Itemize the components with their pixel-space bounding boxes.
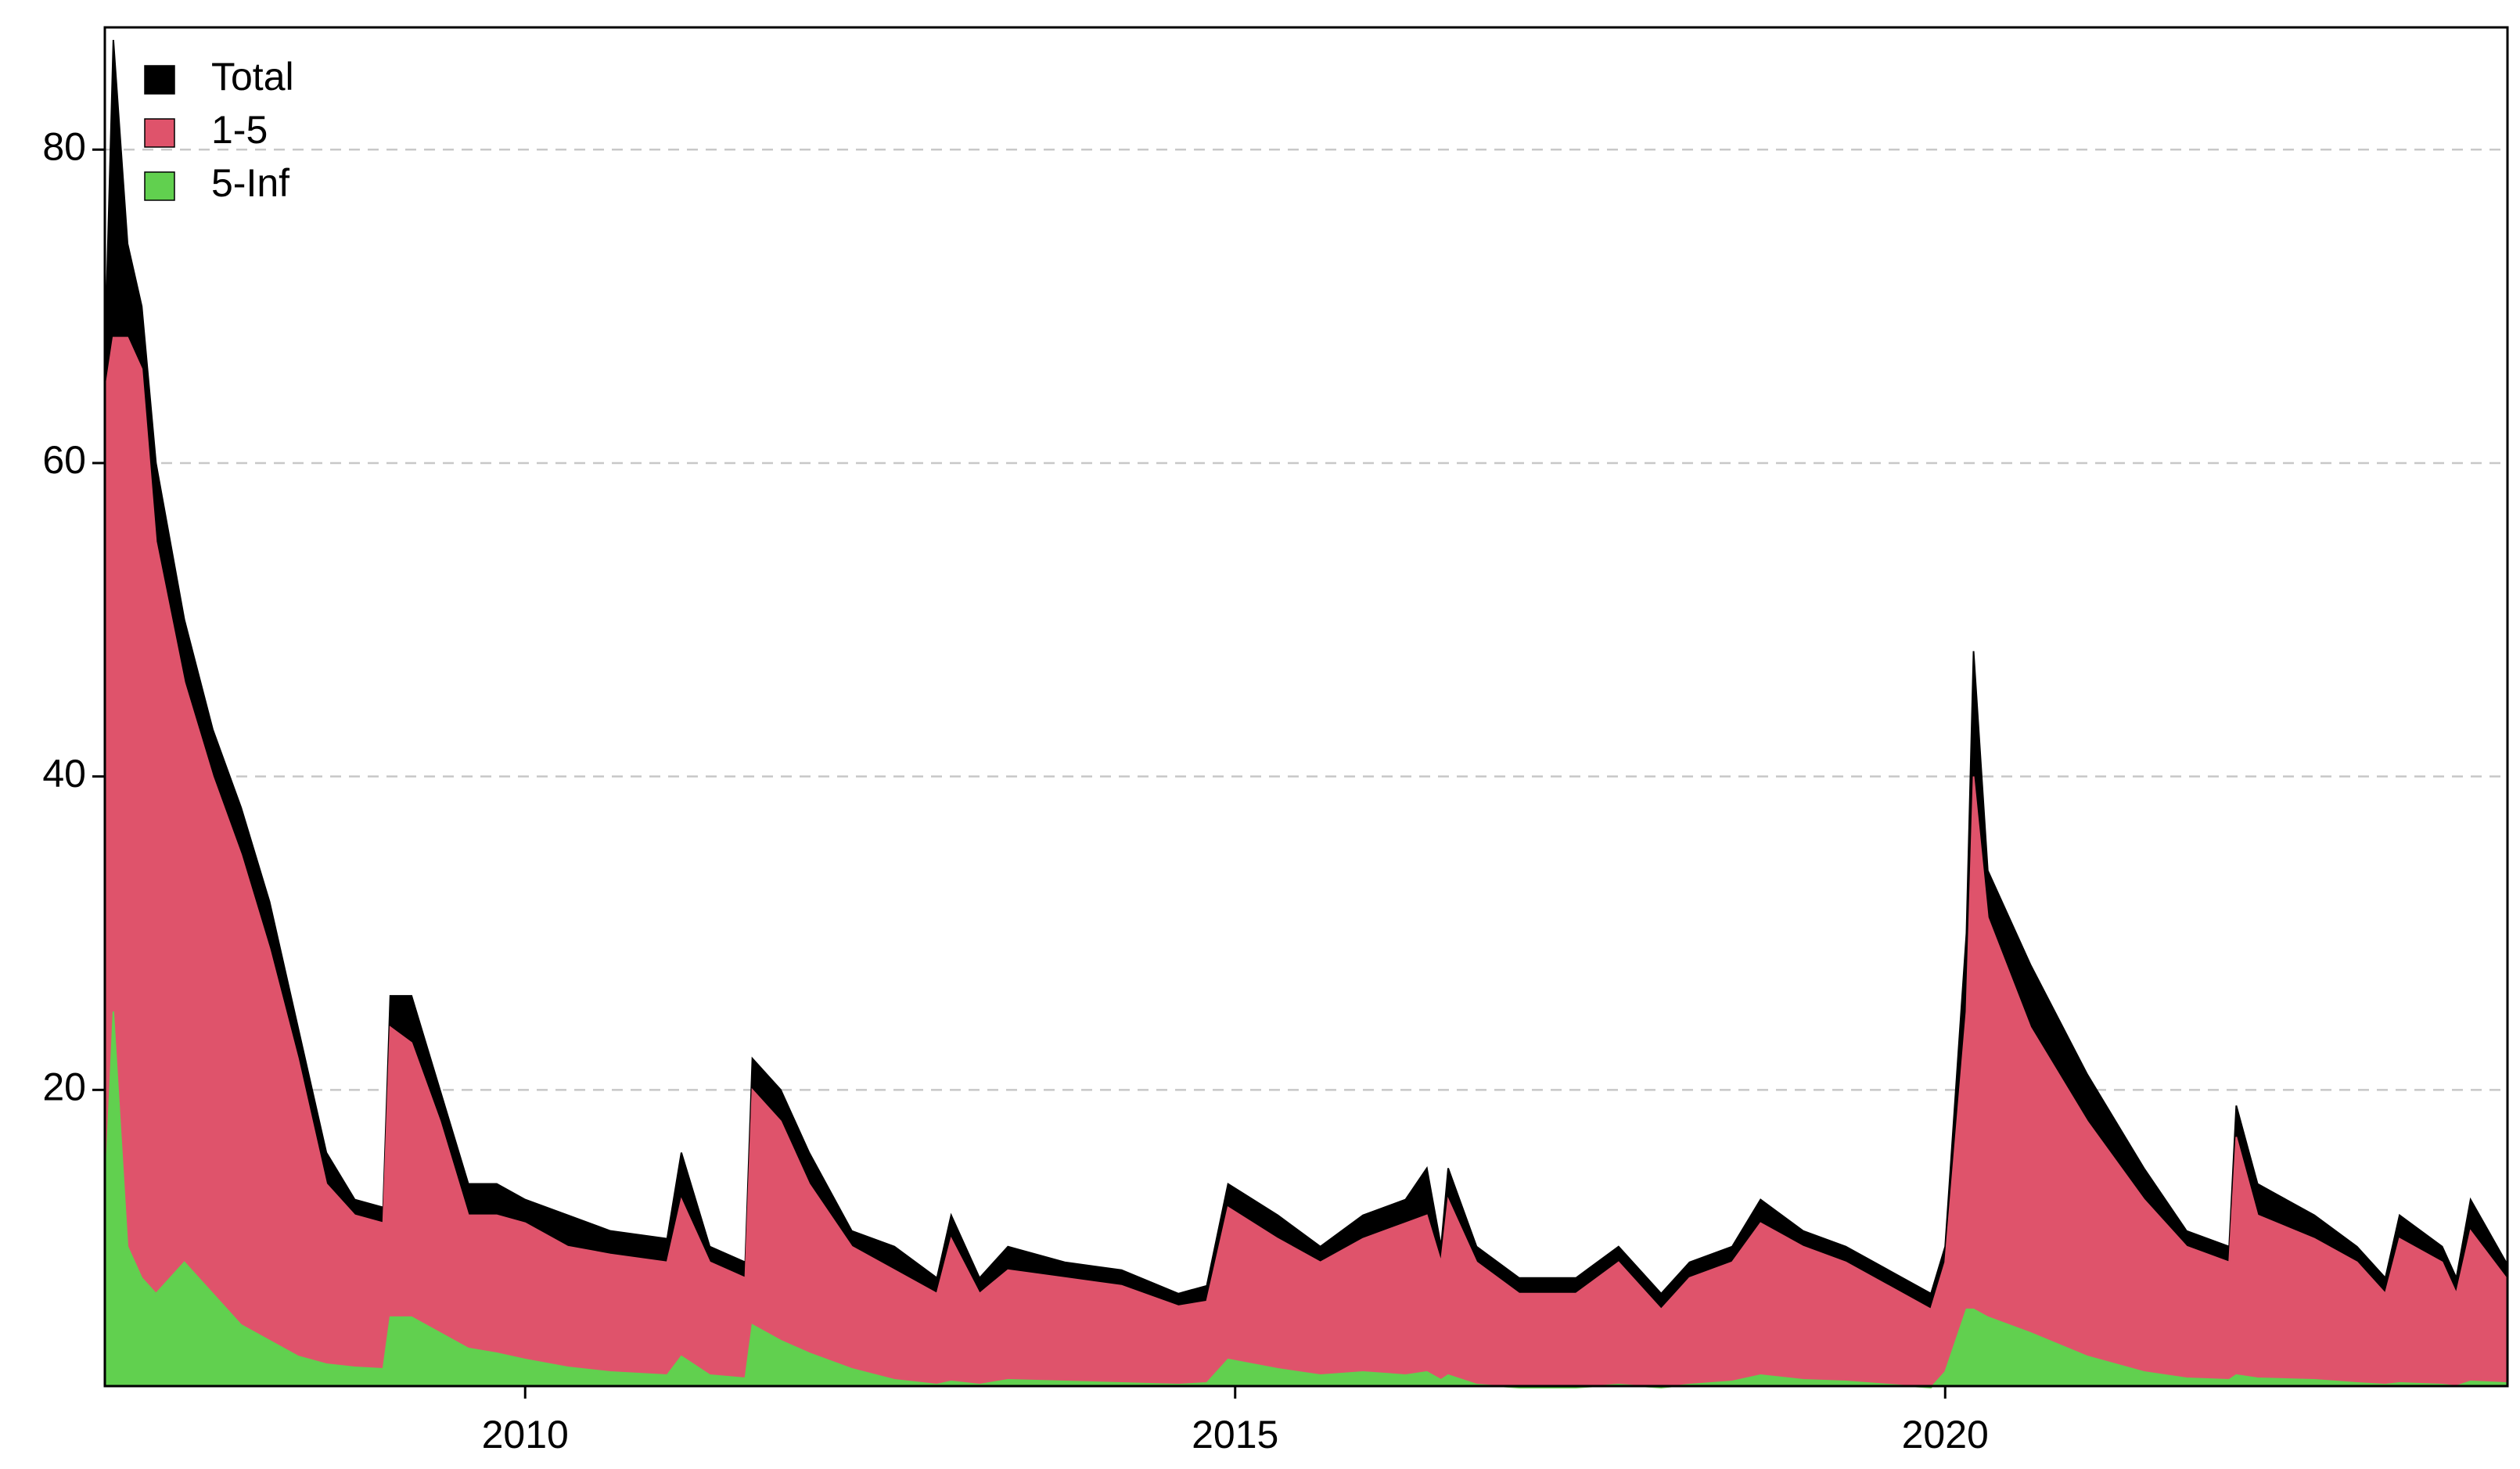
area [105, 39, 2507, 1387]
y-tick-label: 20 [42, 1065, 86, 1109]
x-tick-label: 2010 [482, 1413, 569, 1456]
legend-label: 5-Inf [211, 161, 289, 205]
plot-frame [103, 26, 2509, 1388]
legend-swatch [144, 118, 175, 148]
legend-label: 1-5 [211, 108, 268, 152]
x-tick-label: 2015 [1192, 1413, 1278, 1456]
area [105, 336, 2507, 1387]
y-tick-label: 40 [42, 752, 86, 796]
area [105, 1011, 2507, 1389]
y-tick-label: 80 [42, 124, 86, 168]
x-tick-label: 2020 [1902, 1413, 1989, 1456]
legend-label: Total [211, 55, 294, 99]
legend-swatch [144, 171, 175, 201]
y-tick-label: 60 [42, 438, 86, 482]
legend-swatch [144, 65, 175, 95]
